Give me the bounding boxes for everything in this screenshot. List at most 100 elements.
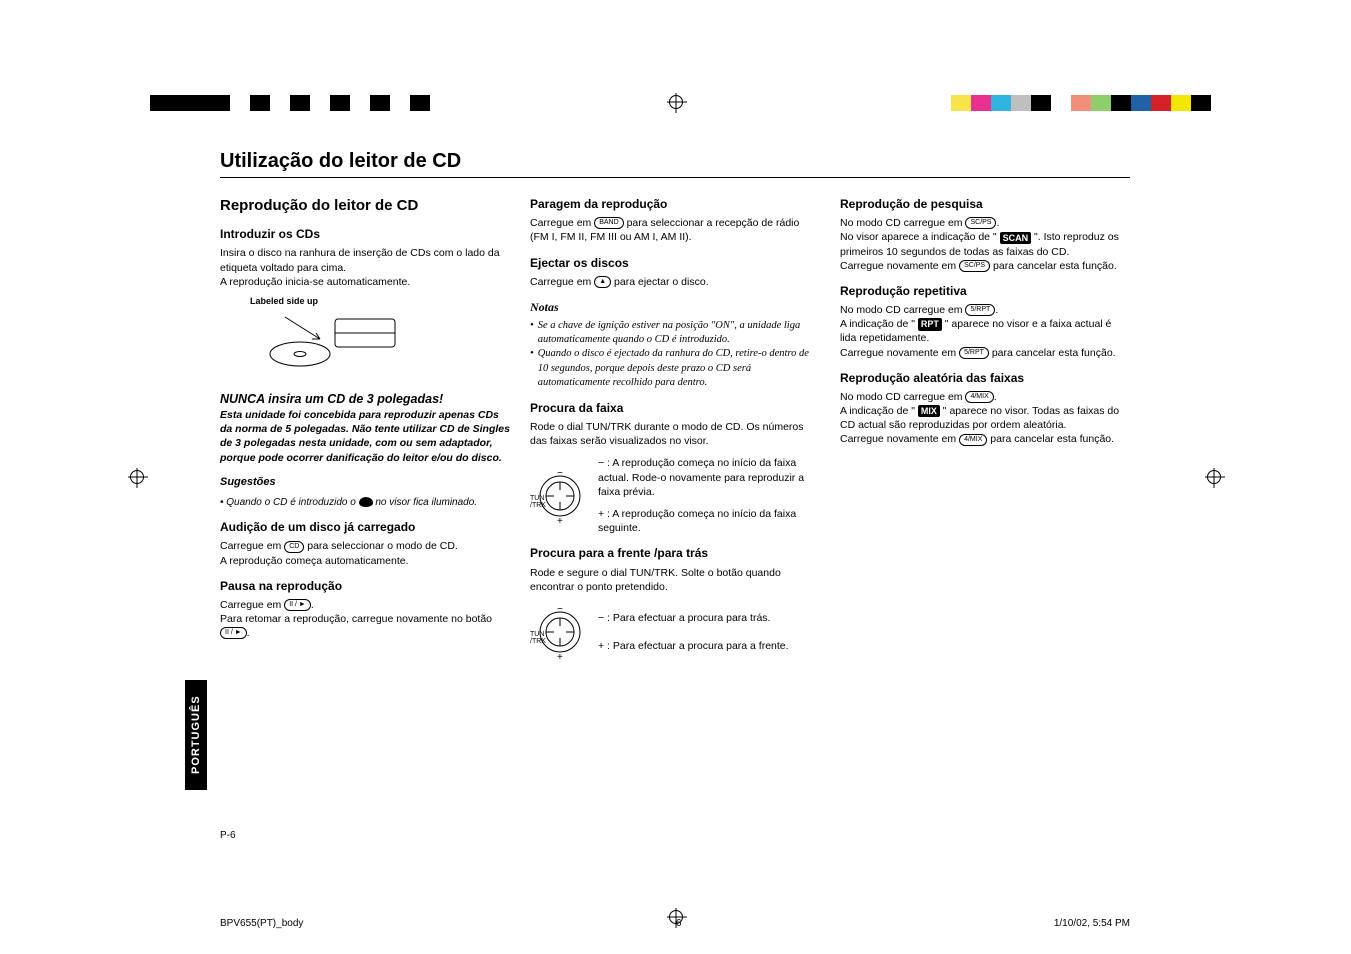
body-text: No modo CD carregue em 4/MIX. xyxy=(840,390,1130,404)
text-fragment: . xyxy=(996,217,999,229)
subsection-heading: Reprodução repetitiva xyxy=(840,283,1130,299)
text-fragment: para cancelar esta função. xyxy=(987,433,1114,445)
footer-file: BPV655(PT)_body xyxy=(220,918,303,929)
text-fragment: No modo CD carregue em xyxy=(840,391,965,403)
text-fragment: no visor fica iluminado. xyxy=(373,497,478,508)
note-item: Se a chave de ignição estiver na posição… xyxy=(538,319,820,347)
dial-figure-row: TUN /TRK − + − : Para efectuar a procura… xyxy=(530,602,820,662)
page-content: Utilização do leitor de CD Reprodução do… xyxy=(220,150,1130,670)
body-text: No modo CD carregue em SC/PS. xyxy=(840,216,1130,230)
disc-icon xyxy=(359,497,373,507)
column-3: Reprodução de pesquisa No modo CD carreg… xyxy=(840,196,1130,670)
figure-label: Labeled side up xyxy=(250,295,510,307)
text-fragment: para seleccionar o modo de CD. xyxy=(304,540,458,552)
body-text: Carregue novamente em 4/MIX para cancela… xyxy=(840,432,1130,446)
column-1: Reprodução do leitor de CD Introduzir os… xyxy=(220,196,510,670)
cd-insert-figure: Labeled side up xyxy=(250,295,510,383)
subsection-heading: Paragem da reprodução xyxy=(530,196,820,212)
text-fragment: Carregue novamente em xyxy=(840,433,959,445)
dial-description: − : Para efectuar a procura para trás. +… xyxy=(598,611,820,653)
cd-insert-icon xyxy=(250,309,410,379)
body-text: Carregue novamente em 5/RPT para cancela… xyxy=(840,346,1130,360)
body-text: + : A reprodução começa no início da fai… xyxy=(598,507,820,535)
registration-mark-right xyxy=(1207,470,1221,484)
text-fragment: para cancelar esta função. xyxy=(989,347,1116,359)
text-fragment: . xyxy=(995,304,998,316)
text-fragment: para ejectar o disco. xyxy=(611,276,708,288)
eject-button-icon: ▲ xyxy=(594,276,611,288)
subsection-heading: Procura da faixa xyxy=(530,400,820,416)
dial-icon: TUN /TRK − + xyxy=(530,466,590,526)
text-fragment: No visor aparece a indicação de " xyxy=(840,231,1000,243)
body-text: Para retomar a reprodução, carregue nova… xyxy=(220,612,510,640)
scps-button-icon: SC/PS xyxy=(965,217,996,229)
text-fragment: Carregue em xyxy=(220,540,284,552)
svg-text:+: + xyxy=(557,516,563,526)
page-number: P-6 xyxy=(220,830,236,841)
tips-heading: Sugestões xyxy=(220,475,510,490)
svg-text:−: − xyxy=(557,468,563,479)
pause-button-icon: II / ► xyxy=(220,627,247,639)
svg-text:−: − xyxy=(557,604,563,615)
subsection-heading: Reprodução aleatória das faixas xyxy=(840,370,1130,386)
cd-button-icon: CD xyxy=(284,541,304,553)
mix-badge: MIX xyxy=(918,405,940,417)
subsection-heading: Reprodução de pesquisa xyxy=(840,196,1130,212)
subsection-heading: Audição de um disco já carregado xyxy=(220,519,510,535)
rpt-button-icon: 5/RPT xyxy=(965,304,995,316)
svg-text:TUN: TUN xyxy=(530,495,544,502)
body-text: + : Para efectuar a procura para a frent… xyxy=(598,639,820,653)
text-fragment: . xyxy=(311,599,314,611)
body-text: Carregue em BAND para seleccionar a rece… xyxy=(530,216,820,244)
rpt-button-icon: 5/RPT xyxy=(959,347,989,359)
scan-badge: SCAN xyxy=(1000,232,1032,244)
body-text: No visor aparece a indicação de " SCAN "… xyxy=(840,230,1130,258)
pause-button-icon: II / ► xyxy=(284,599,311,611)
page-title: Utilização do leitor de CD xyxy=(220,150,1130,178)
tips-body: • Quando o CD é introduzido o no visor f… xyxy=(220,496,510,510)
band-button-icon: BAND xyxy=(594,217,623,229)
body-text: A reprodução inicia-se automaticamente. xyxy=(220,275,510,289)
column-2: Paragem da reprodução Carregue em BAND p… xyxy=(530,196,820,670)
text-fragment: Carregue em xyxy=(530,217,594,229)
body-text: A reprodução começa automaticamente. xyxy=(220,554,510,568)
text-fragment: Carregue em xyxy=(220,599,284,611)
text-fragment: No modo CD carregue em xyxy=(840,304,965,316)
subsection-heading: Pausa na reprodução xyxy=(220,578,510,594)
text-fragment: Carregue em xyxy=(530,276,594,288)
warning-body: Esta unidade foi concebida para reproduz… xyxy=(220,408,510,465)
mix-button-icon: 4/MIX xyxy=(959,434,987,446)
mix-button-icon: 4/MIX xyxy=(965,391,993,403)
body-text: Insira o disco na ranhura de inserção de… xyxy=(220,246,510,274)
text-fragment: Carregue novamente em xyxy=(840,260,959,272)
svg-text:/TRK: /TRK xyxy=(530,638,546,645)
registration-mark-top xyxy=(669,95,683,109)
rpt-badge: RPT xyxy=(918,318,942,330)
text-fragment: No modo CD carregue em xyxy=(840,217,965,229)
body-text: Rode e segure o dial TUN/TRK. Solte o bo… xyxy=(530,566,820,594)
text-fragment: . xyxy=(247,627,250,639)
text-fragment: • Quando o CD é introduzido o xyxy=(220,497,359,508)
body-text: Carregue em CD para seleccionar o modo d… xyxy=(220,539,510,553)
svg-text:+: + xyxy=(557,652,563,662)
registration-mark-left xyxy=(130,470,144,484)
body-text: Carregue em II / ►. xyxy=(220,598,510,612)
dial-icon: TUN /TRK − + xyxy=(530,602,590,662)
body-text: Carregue em ▲ para ejectar o disco. xyxy=(530,275,820,289)
text-fragment: Para retomar a reprodução, carregue nova… xyxy=(220,613,492,625)
notes-list: •Se a chave de ignição estiver na posiçã… xyxy=(530,319,820,390)
footer: BPV655(PT)_body 6 1/10/02, 5:54 PM xyxy=(220,918,1130,929)
body-text: − : Para efectuar a procura para trás. xyxy=(598,611,820,625)
text-fragment: Carregue novamente em xyxy=(840,347,959,359)
text-fragment: A indicação de " xyxy=(840,318,918,330)
warning-heading: NUNCA insira um CD de 3 polegadas! xyxy=(220,391,510,408)
body-text: A indicação de " RPT " aparece no visor … xyxy=(840,317,1130,345)
notes-heading: Notas xyxy=(530,299,820,315)
body-text: No modo CD carregue em 5/RPT. xyxy=(840,303,1130,317)
dial-description: − : A reprodução começa no início da fai… xyxy=(598,456,820,535)
note-item: Quando o disco é ejectado da ranhura do … xyxy=(538,347,820,390)
section-heading: Reprodução do leitor de CD xyxy=(220,196,510,216)
body-text: − : A reprodução começa no início da fai… xyxy=(598,456,820,499)
text-fragment: A indicação de " xyxy=(840,405,918,417)
color-blocks-right xyxy=(951,95,1231,111)
